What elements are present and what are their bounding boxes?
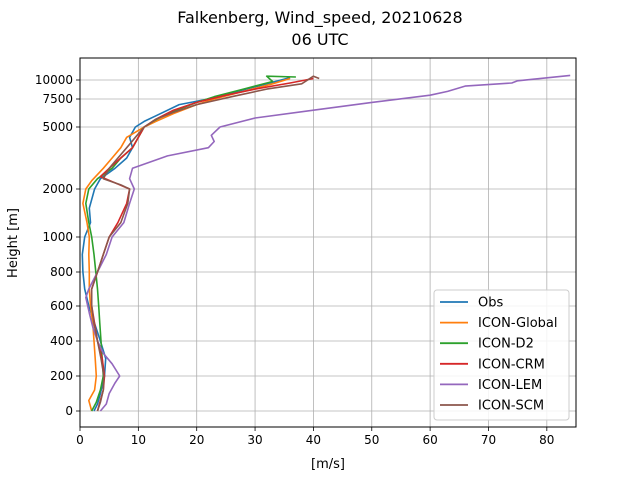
x-tick-label: 20 [189, 433, 204, 447]
series-line-obs [81, 76, 291, 412]
chart-subtitle: 06 UTC [291, 30, 348, 49]
legend-entry: ICON-CRM [478, 357, 545, 372]
y-tick-label: 10000 [35, 73, 73, 87]
y-tick-label: 800 [50, 265, 73, 279]
x-tick-label: 50 [364, 433, 379, 447]
x-tick-label: 80 [539, 433, 554, 447]
legend-entry: Obs [478, 296, 503, 311]
legend-entry: ICON-SCM [478, 399, 544, 414]
chart-title: Falkenberg, Wind_speed, 20210628 [177, 8, 462, 28]
x-axis-label: [m/s] [311, 457, 345, 472]
series-lines [81, 74, 571, 412]
y-tick-label: 400 [50, 334, 73, 348]
x-tick-label: 10 [131, 433, 146, 447]
series-line-icon-lem [85, 74, 571, 412]
series-line-icon-scm [90, 75, 320, 412]
y-tick-label: 1000 [42, 230, 73, 244]
x-tick-label: 0 [76, 433, 84, 447]
y-tick-label: 600 [50, 299, 73, 313]
legend-entry: ICON-Global [478, 316, 558, 331]
y-axis-label: Height [m] [6, 208, 21, 278]
legend-entry: ICON-D2 [478, 337, 534, 352]
x-tick-label: 30 [247, 433, 262, 447]
x-tick-label: 60 [422, 433, 437, 447]
x-tick-label: 70 [481, 433, 496, 447]
y-tick-label: 2000 [42, 182, 73, 196]
y-tick-label: 5000 [42, 120, 73, 134]
y-tick-label: 7500 [42, 92, 73, 106]
x-tick-label: 40 [306, 433, 321, 447]
legend: Obs ICON-Global ICON-D2 ICON-CRM ICON-LEM ICO… [433, 289, 570, 421]
x-axis: 0 10 20 30 40 50 60 70 80 [76, 427, 554, 447]
y-tick-label: 200 [50, 369, 73, 383]
y-tick-label: 0 [65, 404, 73, 418]
legend-entry: ICON-LEM [478, 378, 542, 393]
plot-frame [79, 57, 577, 428]
y-axis: 0 200 400 600 800 1000 2000 5000 7500 10000 [35, 73, 80, 418]
